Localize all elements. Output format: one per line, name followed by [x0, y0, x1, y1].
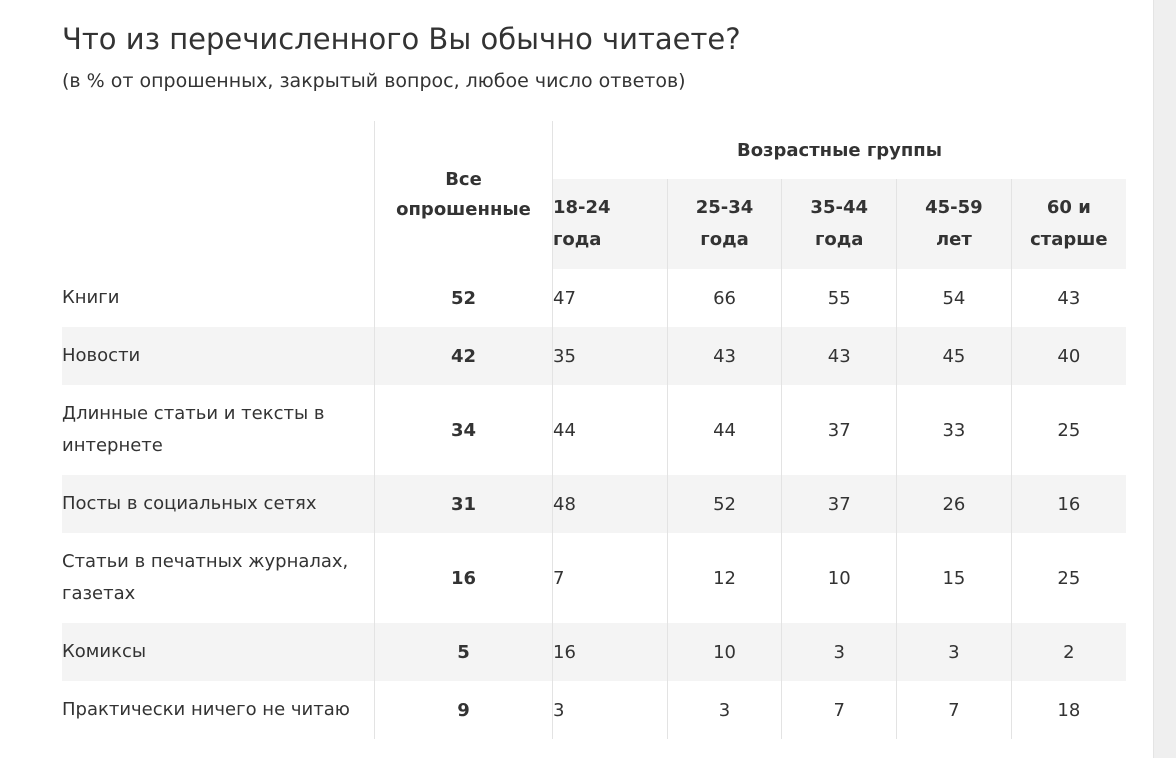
cell-18-24: 47	[553, 287, 576, 309]
table-row: Комиксы 5 16 10 3 3 2	[62, 623, 1126, 681]
row-label-line-1: Статьи в печатных журналах,	[62, 551, 349, 572]
cell-35-44: 43	[781, 327, 897, 385]
cell-25-34: 3	[666, 681, 782, 739]
row-label: Комиксы	[62, 623, 375, 681]
header-all-line-2: опрошенные	[396, 199, 531, 220]
cell-45-59: 3	[896, 623, 1012, 681]
survey-table: Все опрошенные Возрастные группы 18-24 год…	[62, 121, 1126, 739]
cell-60-plus: 40	[1010, 327, 1126, 385]
table-corner	[62, 121, 375, 269]
cell-45-59: 54	[896, 269, 1012, 327]
cell-45-59: 15	[896, 533, 1012, 623]
cell-25-34: 43	[666, 327, 782, 385]
table-row: Посты в социальных сетях 31 48 52 37 26 …	[62, 475, 1126, 533]
cell-45-59: 26	[896, 475, 1012, 533]
row-label-line-1: Длинные статьи и тексты в	[62, 403, 325, 424]
row-total: 5	[374, 623, 553, 681]
row-total: 16	[374, 533, 553, 623]
header-age-60-plus: 60 и старше	[1010, 179, 1126, 269]
cell-60-plus: 25	[1010, 533, 1126, 623]
cell-35-44: 3	[781, 623, 897, 681]
cell-18-24: 16	[552, 623, 668, 681]
header-age-25-34-line-1: 25-34	[695, 197, 754, 218]
row-label: Длинные статьи и тексты в интернете	[62, 385, 375, 475]
table-row: Книги 52 47 66 55 54 43	[62, 269, 1126, 327]
cell-35-44: 7	[781, 681, 897, 739]
cell-25-34: 12	[666, 533, 782, 623]
header-age-18-24-line-2: года	[553, 229, 602, 250]
row-label: Практически ничего не читаю	[62, 699, 350, 720]
row-label: Статьи в печатных журналах, газетах	[62, 533, 375, 623]
header-age-25-34: 25-34 года	[666, 179, 782, 269]
header-age-45-59: 45-59 лет	[896, 179, 1012, 269]
page-subtitle: (в % от опрошенных, закрытый вопрос, люб…	[62, 70, 686, 92]
cell-35-44: 10	[781, 533, 897, 623]
row-label: Новости	[62, 327, 375, 385]
table-row: Практически ничего не читаю 9 3 3 7 7 18	[62, 681, 1126, 739]
row-label-line-2: интернете	[62, 435, 163, 456]
cell-25-34: 66	[666, 269, 782, 327]
row-total: 9	[374, 681, 553, 739]
cell-45-59: 45	[896, 327, 1012, 385]
page-title: Что из перечисленного Вы обычно читаете?	[62, 22, 741, 56]
cell-18-24: 48	[552, 475, 668, 533]
cell-18-24: 3	[553, 699, 565, 721]
row-total: 52	[374, 269, 553, 327]
cell-60-plus: 16	[1010, 475, 1126, 533]
row-label: Посты в социальных сетях	[62, 475, 375, 533]
cell-60-plus: 25	[1010, 385, 1126, 475]
table-row: Статьи в печатных журналах, газетах 16 7 …	[62, 533, 1126, 623]
cell-60-plus: 18	[1010, 681, 1126, 739]
cell-60-plus: 43	[1010, 269, 1126, 327]
cell-18-24: 7	[553, 567, 565, 589]
cell-25-34: 44	[666, 385, 782, 475]
row-label-line-2: газетах	[62, 583, 136, 604]
cell-18-24: 44	[553, 419, 576, 441]
header-all-line-1: Все	[445, 169, 482, 190]
cell-18-24: 35	[552, 327, 668, 385]
header-all-respondents: Все опрошенные	[374, 121, 553, 269]
cell-45-59: 33	[896, 385, 1012, 475]
cell-60-plus: 2	[1010, 623, 1126, 681]
table-row: Длинные статьи и тексты в интернете 34 44…	[62, 385, 1126, 475]
header-age-35-44-line-1: 35-44	[810, 197, 868, 218]
table-row: Новости 42 35 43 43 45 40	[62, 327, 1126, 385]
header-age-35-44: 35-44 года	[781, 179, 897, 269]
header-age-60-plus-line-2: старше	[1030, 229, 1108, 250]
header-age-groups: Возрастные группы	[736, 139, 943, 161]
header-age-25-34-line-2: года	[700, 229, 749, 250]
header-age-18-24-line-1: 18-24	[553, 197, 611, 218]
header-age-45-59-line-1: 45-59	[925, 197, 983, 218]
header-age-60-plus-line-1: 60 и	[1046, 197, 1091, 218]
header-age-45-59-line-2: лет	[935, 229, 972, 250]
header-age-18-24: 18-24 года	[552, 179, 668, 269]
row-total: 31	[374, 475, 553, 533]
cell-35-44: 37	[781, 385, 897, 475]
cell-35-44: 55	[781, 269, 897, 327]
cell-25-34: 10	[666, 623, 782, 681]
scrollbar-gutter[interactable]	[1153, 0, 1176, 758]
cell-45-59: 7	[896, 681, 1012, 739]
row-total: 34	[374, 385, 553, 475]
row-total: 42	[374, 327, 553, 385]
row-label: Книги	[62, 287, 120, 308]
cell-25-34: 52	[666, 475, 782, 533]
cell-35-44: 37	[781, 475, 897, 533]
header-age-35-44-line-2: года	[814, 229, 864, 250]
